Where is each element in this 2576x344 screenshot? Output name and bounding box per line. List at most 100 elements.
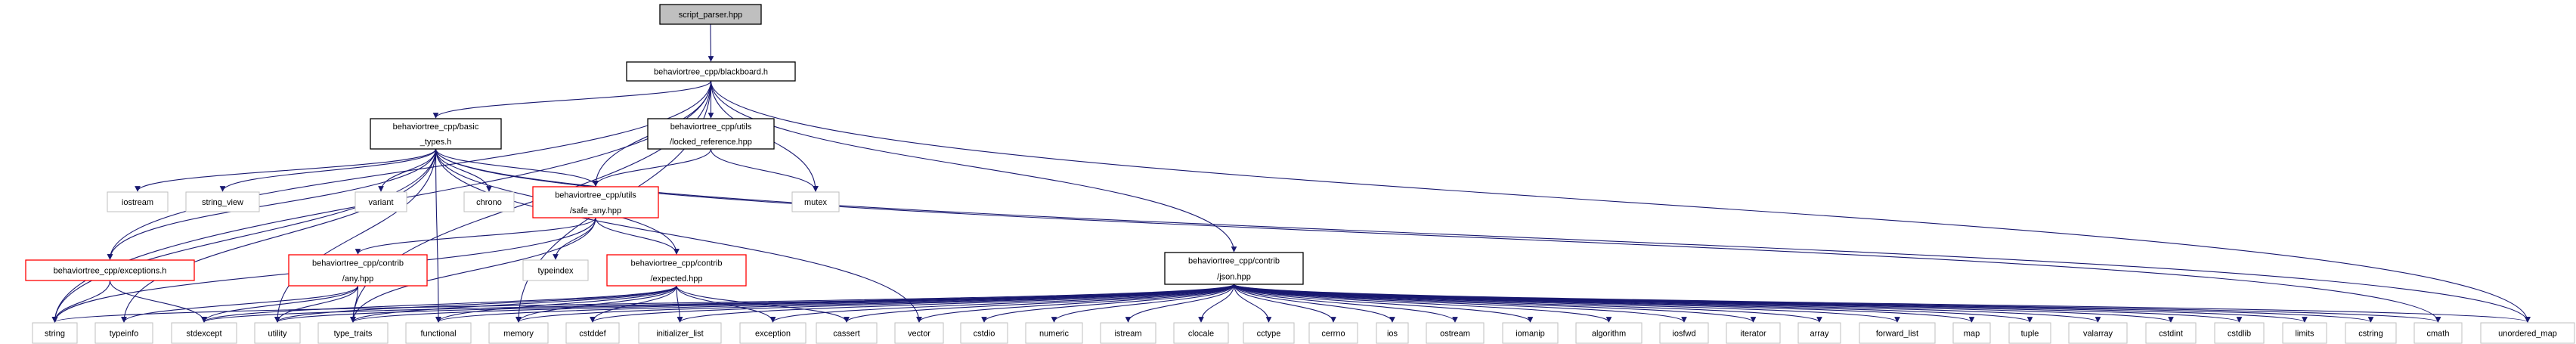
node-exceptions[interactable]: behaviortree_cpp/exceptions.h — [25, 259, 195, 281]
node-label: typeindex — [537, 267, 574, 276]
edge-json-to-exception — [769, 284, 1235, 323]
node-stdexcept[interactable]: stdexcept — [171, 322, 237, 344]
node-cstdlib[interactable]: cstdlib — [2214, 322, 2265, 344]
node-cassert[interactable]: cassert — [816, 322, 878, 344]
node-functional[interactable]: functional — [405, 322, 472, 344]
node-label: limits — [2295, 330, 2314, 339]
node-array[interactable]: array — [1797, 322, 1841, 344]
node-exception[interactable]: exception — [739, 322, 807, 344]
edge-basic_types-to-unordered_map — [435, 148, 2531, 323]
edge-basic_types-to-vector — [435, 148, 922, 323]
node-tuple[interactable]: tuple — [2008, 322, 2051, 344]
node-iterator[interactable]: iterator — [1726, 322, 1781, 344]
edge-safe_any-to-any — [355, 217, 596, 255]
edge-json-to-vector — [916, 284, 1235, 323]
node-box — [1659, 322, 1709, 344]
node-cstdint[interactable]: cstdint — [2145, 322, 2197, 344]
edge-json-to-istream — [1125, 284, 1235, 323]
node-memory[interactable]: memory — [488, 322, 549, 344]
node-locked-reference[interactable]: behaviortree_cpp/utils/locked_reference.… — [647, 118, 775, 150]
node-numeric[interactable]: numeric — [1025, 322, 1083, 344]
node-type-traits[interactable]: type_traits — [317, 322, 389, 344]
node-valarray[interactable]: valarray — [2068, 322, 2128, 344]
node-box — [185, 191, 260, 212]
edge-basic_types-to-functional — [435, 148, 441, 323]
node-box — [1859, 322, 1936, 344]
node-label: ios — [1387, 330, 1398, 339]
node-label: /locked_reference.hpp — [670, 138, 752, 147]
node-istream[interactable]: istream — [1100, 322, 1156, 344]
node-label: cerrno — [1321, 330, 1345, 339]
node-cstring[interactable]: cstring — [2345, 322, 2397, 344]
node-clocale[interactable]: clocale — [1173, 322, 1229, 344]
edge-json-to-iterator — [1233, 284, 1757, 323]
node-cctype[interactable]: cctype — [1243, 322, 1295, 344]
edge-safe_any-to-type_traits — [350, 217, 596, 323]
node-label: algorithm — [1592, 330, 1626, 339]
node-label: cstddef — [579, 330, 606, 339]
edge-safe_any-to-expected — [595, 217, 680, 255]
node-box — [606, 254, 747, 287]
node-iosfwd[interactable]: iosfwd — [1659, 322, 1709, 344]
node-blackboard[interactable]: behaviortree_cpp/blackboard.h — [626, 61, 796, 82]
node-iomanip[interactable]: iomanip — [1502, 322, 1559, 344]
node-box — [2345, 322, 2397, 344]
node-variant[interactable]: variant — [355, 191, 407, 212]
node-unordered-map[interactable]: unordered_map — [2480, 322, 2575, 344]
node-label: behaviortree_cpp/contrib — [1188, 257, 1280, 266]
node-ios[interactable]: ios — [1376, 322, 1409, 344]
node-box — [254, 322, 301, 344]
node-box — [288, 254, 428, 287]
edge-any-to-typeinfo — [121, 285, 359, 323]
node-typeindex[interactable]: typeindex — [522, 259, 589, 281]
node-cstdio[interactable]: cstdio — [960, 322, 1008, 344]
node-label: tuple — [2021, 330, 2039, 339]
node-utility[interactable]: utility — [254, 322, 301, 344]
node-label: clocale — [1188, 330, 1214, 339]
node-typeinfo[interactable]: typeinfo — [94, 322, 153, 344]
node-label: _types.h — [420, 138, 452, 147]
node-initializer-list[interactable]: initializer_list — [638, 322, 722, 344]
node-ostream[interactable]: ostream — [1426, 322, 1485, 344]
edge-json-to-cctype — [1233, 284, 1272, 323]
node-box — [1025, 322, 1083, 344]
node-algorithm[interactable]: algorithm — [1575, 322, 1643, 344]
node-box — [2008, 322, 2051, 344]
node-expected[interactable]: behaviortree_cpp/contrib/expected.hpp — [606, 254, 747, 287]
edge-json-to-tuple — [1233, 284, 2033, 323]
node-basic-types[interactable]: behaviortree_cpp/basic _types.h — [370, 118, 502, 150]
edge-json-to-unordered_map — [1233, 284, 2531, 323]
node-limits[interactable]: limits — [2282, 322, 2327, 344]
node-script-parser[interactable]: script_parser.hpp — [659, 4, 762, 25]
node-cstddef[interactable]: cstddef — [565, 322, 620, 344]
edge-basic_types-to-safe_any — [435, 148, 599, 187]
node-cerrno[interactable]: cerrno — [1308, 322, 1358, 344]
node-string-view[interactable]: string_view — [185, 191, 260, 212]
node-label: behaviortree_cpp/basic — [393, 122, 479, 132]
edge-blackboard-to-exceptions — [107, 80, 712, 260]
node-box — [960, 322, 1008, 344]
node-cmath[interactable]: cmath — [2413, 322, 2463, 344]
edge-any-to-utility — [274, 285, 359, 323]
edge-expected-to-type_traits — [350, 285, 677, 323]
edge-json-to-cstdio — [981, 284, 1235, 323]
node-label: initializer_list — [656, 330, 703, 339]
node-forward-list[interactable]: forward_list — [1859, 322, 1936, 344]
node-string[interactable]: string — [32, 322, 78, 344]
node-label: behaviortree_cpp/blackboard.h — [654, 68, 768, 77]
edge-json-to-ostream — [1233, 284, 1458, 323]
edge-basic_types-to-iostream — [135, 148, 437, 192]
node-json[interactable]: behaviortree_cpp/contrib/json.hpp — [1164, 252, 1304, 285]
node-vector[interactable]: vector — [894, 322, 944, 344]
node-label: /safe_any.hpp — [570, 206, 621, 215]
node-box — [739, 322, 807, 344]
node-chrono[interactable]: chrono — [463, 191, 515, 212]
node-iostream[interactable]: iostream — [107, 191, 169, 212]
node-safe-any[interactable]: behaviortree_cpp/utils/safe_any.hpp — [532, 186, 659, 218]
node-label: cstdint — [2159, 330, 2183, 339]
node-any[interactable]: behaviortree_cpp/contrib/any.hpp — [288, 254, 428, 287]
node-label: valarray — [2083, 330, 2113, 339]
node-box — [107, 191, 169, 212]
node-mutex[interactable]: mutex — [791, 191, 840, 212]
node-map[interactable]: map — [1952, 322, 1991, 344]
